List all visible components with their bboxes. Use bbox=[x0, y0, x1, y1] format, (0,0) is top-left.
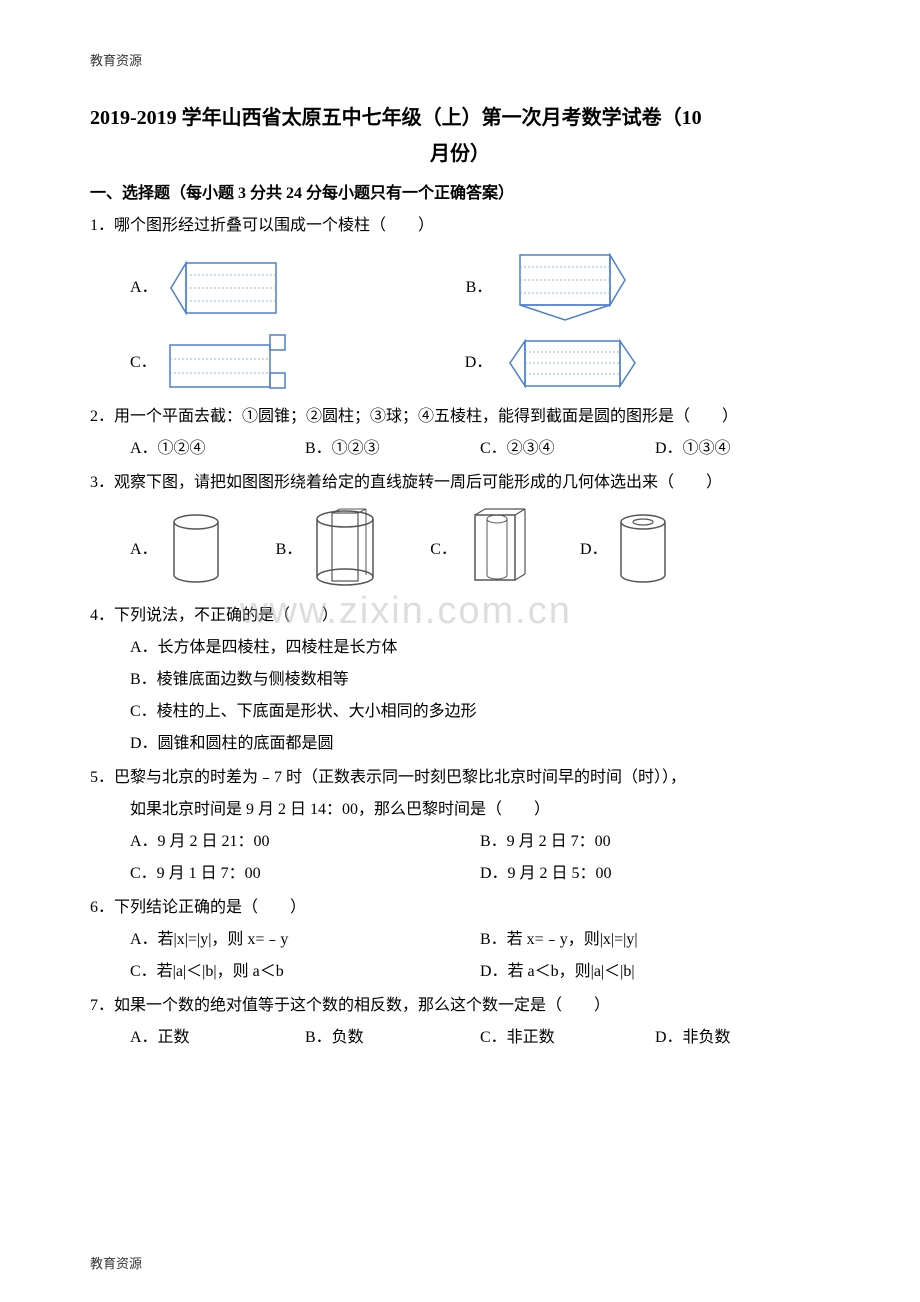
q4-text: 4．下列说法，不正确的是（ ） bbox=[90, 600, 830, 632]
header-label: 教育资源 bbox=[90, 50, 830, 69]
q1-figure-d bbox=[500, 336, 650, 391]
q7-opt-a: A．正数 bbox=[130, 1022, 305, 1054]
q6-opt-d: D．若 a＜b，则|a|＜|b| bbox=[480, 956, 830, 988]
q2-opt-d: D．①③④ bbox=[655, 433, 830, 465]
q3-opt-b-label: B． bbox=[276, 534, 303, 566]
q6-text: 6．下列结论正确的是（ ） bbox=[90, 892, 830, 924]
q1-text: 1．哪个图形经过折叠可以围成一个棱柱（ ） bbox=[90, 210, 830, 242]
q5-text1: 5．巴黎与北京的时差为﹣7 时（正数表示同一时刻巴黎比北京时间早的时间（时））， bbox=[90, 762, 830, 794]
q1-figure-b bbox=[500, 250, 640, 325]
q6-options-row2: C．若|a|＜|b|，则 a＜b D．若 a＜b，则|a|＜|b| bbox=[90, 956, 830, 988]
q3-options: A． B． C． bbox=[90, 507, 830, 592]
q5-options-row2: C．9 月 1 日 7：00 D．9 月 2 日 5：00 bbox=[90, 858, 830, 890]
question-7: 7．如果一个数的绝对值等于这个数的相反数，那么这个数一定是（ ） A．正数 B．… bbox=[90, 990, 830, 1054]
q5-options-row1: A．9 月 2 日 21：00 B．9 月 2 日 7：00 bbox=[90, 826, 830, 858]
q3-figure-b bbox=[310, 507, 380, 592]
q1-opt-d-label: D． bbox=[465, 347, 493, 379]
section1-header: 一、选择题（每小题 3 分共 24 分每小题只有一个正确答案） bbox=[90, 178, 830, 210]
q1-options-row2: C． D． bbox=[90, 333, 830, 393]
q3-text: 3．观察下图，请把如图图形绕着给定的直线旋转一周后可能形成的几何体选出来（ ） bbox=[90, 467, 830, 499]
q2-opt-b: B．①②③ bbox=[305, 433, 480, 465]
question-6: 6．下列结论正确的是（ ） A．若|x|=|y|，则 x=﹣y B．若 x=﹣y… bbox=[90, 892, 830, 988]
q6-options-row1: A．若|x|=|y|，则 x=﹣y B．若 x=﹣y，则|x|=|y| bbox=[90, 924, 830, 956]
q3-figure-d bbox=[616, 510, 671, 590]
q3-figure-a bbox=[166, 510, 226, 590]
q4-opt-d: D．圆锥和圆柱的底面都是圆 bbox=[130, 728, 830, 760]
q2-options: A．①②④ B．①②③ C．②③④ D．①③④ bbox=[90, 433, 830, 465]
q4-opt-c: C．棱柱的上、下底面是形状、大小相同的多边形 bbox=[130, 696, 830, 728]
title-line2: 月份） bbox=[90, 137, 830, 166]
question-5: 5．巴黎与北京的时差为﹣7 时（正数表示同一时刻巴黎比北京时间早的时间（时）），… bbox=[90, 762, 830, 890]
q7-opt-d: D．非负数 bbox=[655, 1022, 830, 1054]
title-line1: 2019-2019 学年山西省太原五中七年级（上）第一次月考数学试卷（10 bbox=[90, 99, 830, 137]
question-4: 4．下列说法，不正确的是（ ） A．长方体是四棱柱，四棱柱是长方体 B．棱锥底面… bbox=[90, 600, 830, 760]
q5-opt-d: D．9 月 2 日 5：00 bbox=[480, 858, 830, 890]
q5-opt-a: A．9 月 2 日 21：00 bbox=[130, 826, 480, 858]
q5-opt-c: C．9 月 1 日 7：00 bbox=[130, 858, 480, 890]
q4-opt-a: A．长方体是四棱柱，四棱柱是长方体 bbox=[130, 632, 830, 664]
q6-opt-b: B．若 x=﹣y，则|x|=|y| bbox=[480, 924, 830, 956]
q1-figure-c bbox=[165, 333, 295, 393]
q3-figure-c bbox=[465, 507, 530, 592]
q5-text2: 如果北京时间是 9 月 2 日 14：00，那么巴黎时间是（ ） bbox=[90, 794, 830, 826]
q1-opt-a-label: A． bbox=[130, 272, 158, 304]
q2-opt-a: A．①②④ bbox=[130, 433, 305, 465]
q1-opt-b-label: B． bbox=[466, 272, 493, 304]
q1-figure-a bbox=[166, 253, 286, 323]
question-2: 2．用一个平面去截：①圆锥；②圆柱；③球；④五棱柱，能得到截面是圆的图形是（ ）… bbox=[90, 401, 830, 465]
q1-options-row1: A． B． bbox=[90, 250, 830, 325]
q3-opt-d-label: D． bbox=[580, 534, 608, 566]
q6-opt-a: A．若|x|=|y|，则 x=﹣y bbox=[130, 924, 480, 956]
q1-opt-c-label: C． bbox=[130, 347, 157, 379]
q2-text: 2．用一个平面去截：①圆锥；②圆柱；③球；④五棱柱，能得到截面是圆的图形是（ ） bbox=[90, 401, 830, 433]
q7-text: 7．如果一个数的绝对值等于这个数的相反数，那么这个数一定是（ ） bbox=[90, 990, 830, 1022]
q2-opt-c: C．②③④ bbox=[480, 433, 655, 465]
q6-opt-c: C．若|a|＜|b|，则 a＜b bbox=[130, 956, 480, 988]
footer-label: 教育资源 bbox=[90, 1253, 142, 1272]
q7-options: A．正数 B．负数 C．非正数 D．非负数 bbox=[90, 1022, 830, 1054]
question-1: 1．哪个图形经过折叠可以围成一个棱柱（ ） A． B． bbox=[90, 210, 830, 393]
q3-opt-a-label: A． bbox=[130, 534, 158, 566]
q7-opt-b: B．负数 bbox=[305, 1022, 480, 1054]
q4-options: A．长方体是四棱柱，四棱柱是长方体 B．棱锥底面边数与侧棱数相等 C．棱柱的上、… bbox=[90, 632, 830, 760]
q3-opt-c-label: C． bbox=[430, 534, 457, 566]
question-3: 3．观察下图，请把如图图形绕着给定的直线旋转一周后可能形成的几何体选出来（ ） … bbox=[90, 467, 830, 592]
q4-opt-b: B．棱锥底面边数与侧棱数相等 bbox=[130, 664, 830, 696]
q7-opt-c: C．非正数 bbox=[480, 1022, 655, 1054]
q5-opt-b: B．9 月 2 日 7：00 bbox=[480, 826, 830, 858]
